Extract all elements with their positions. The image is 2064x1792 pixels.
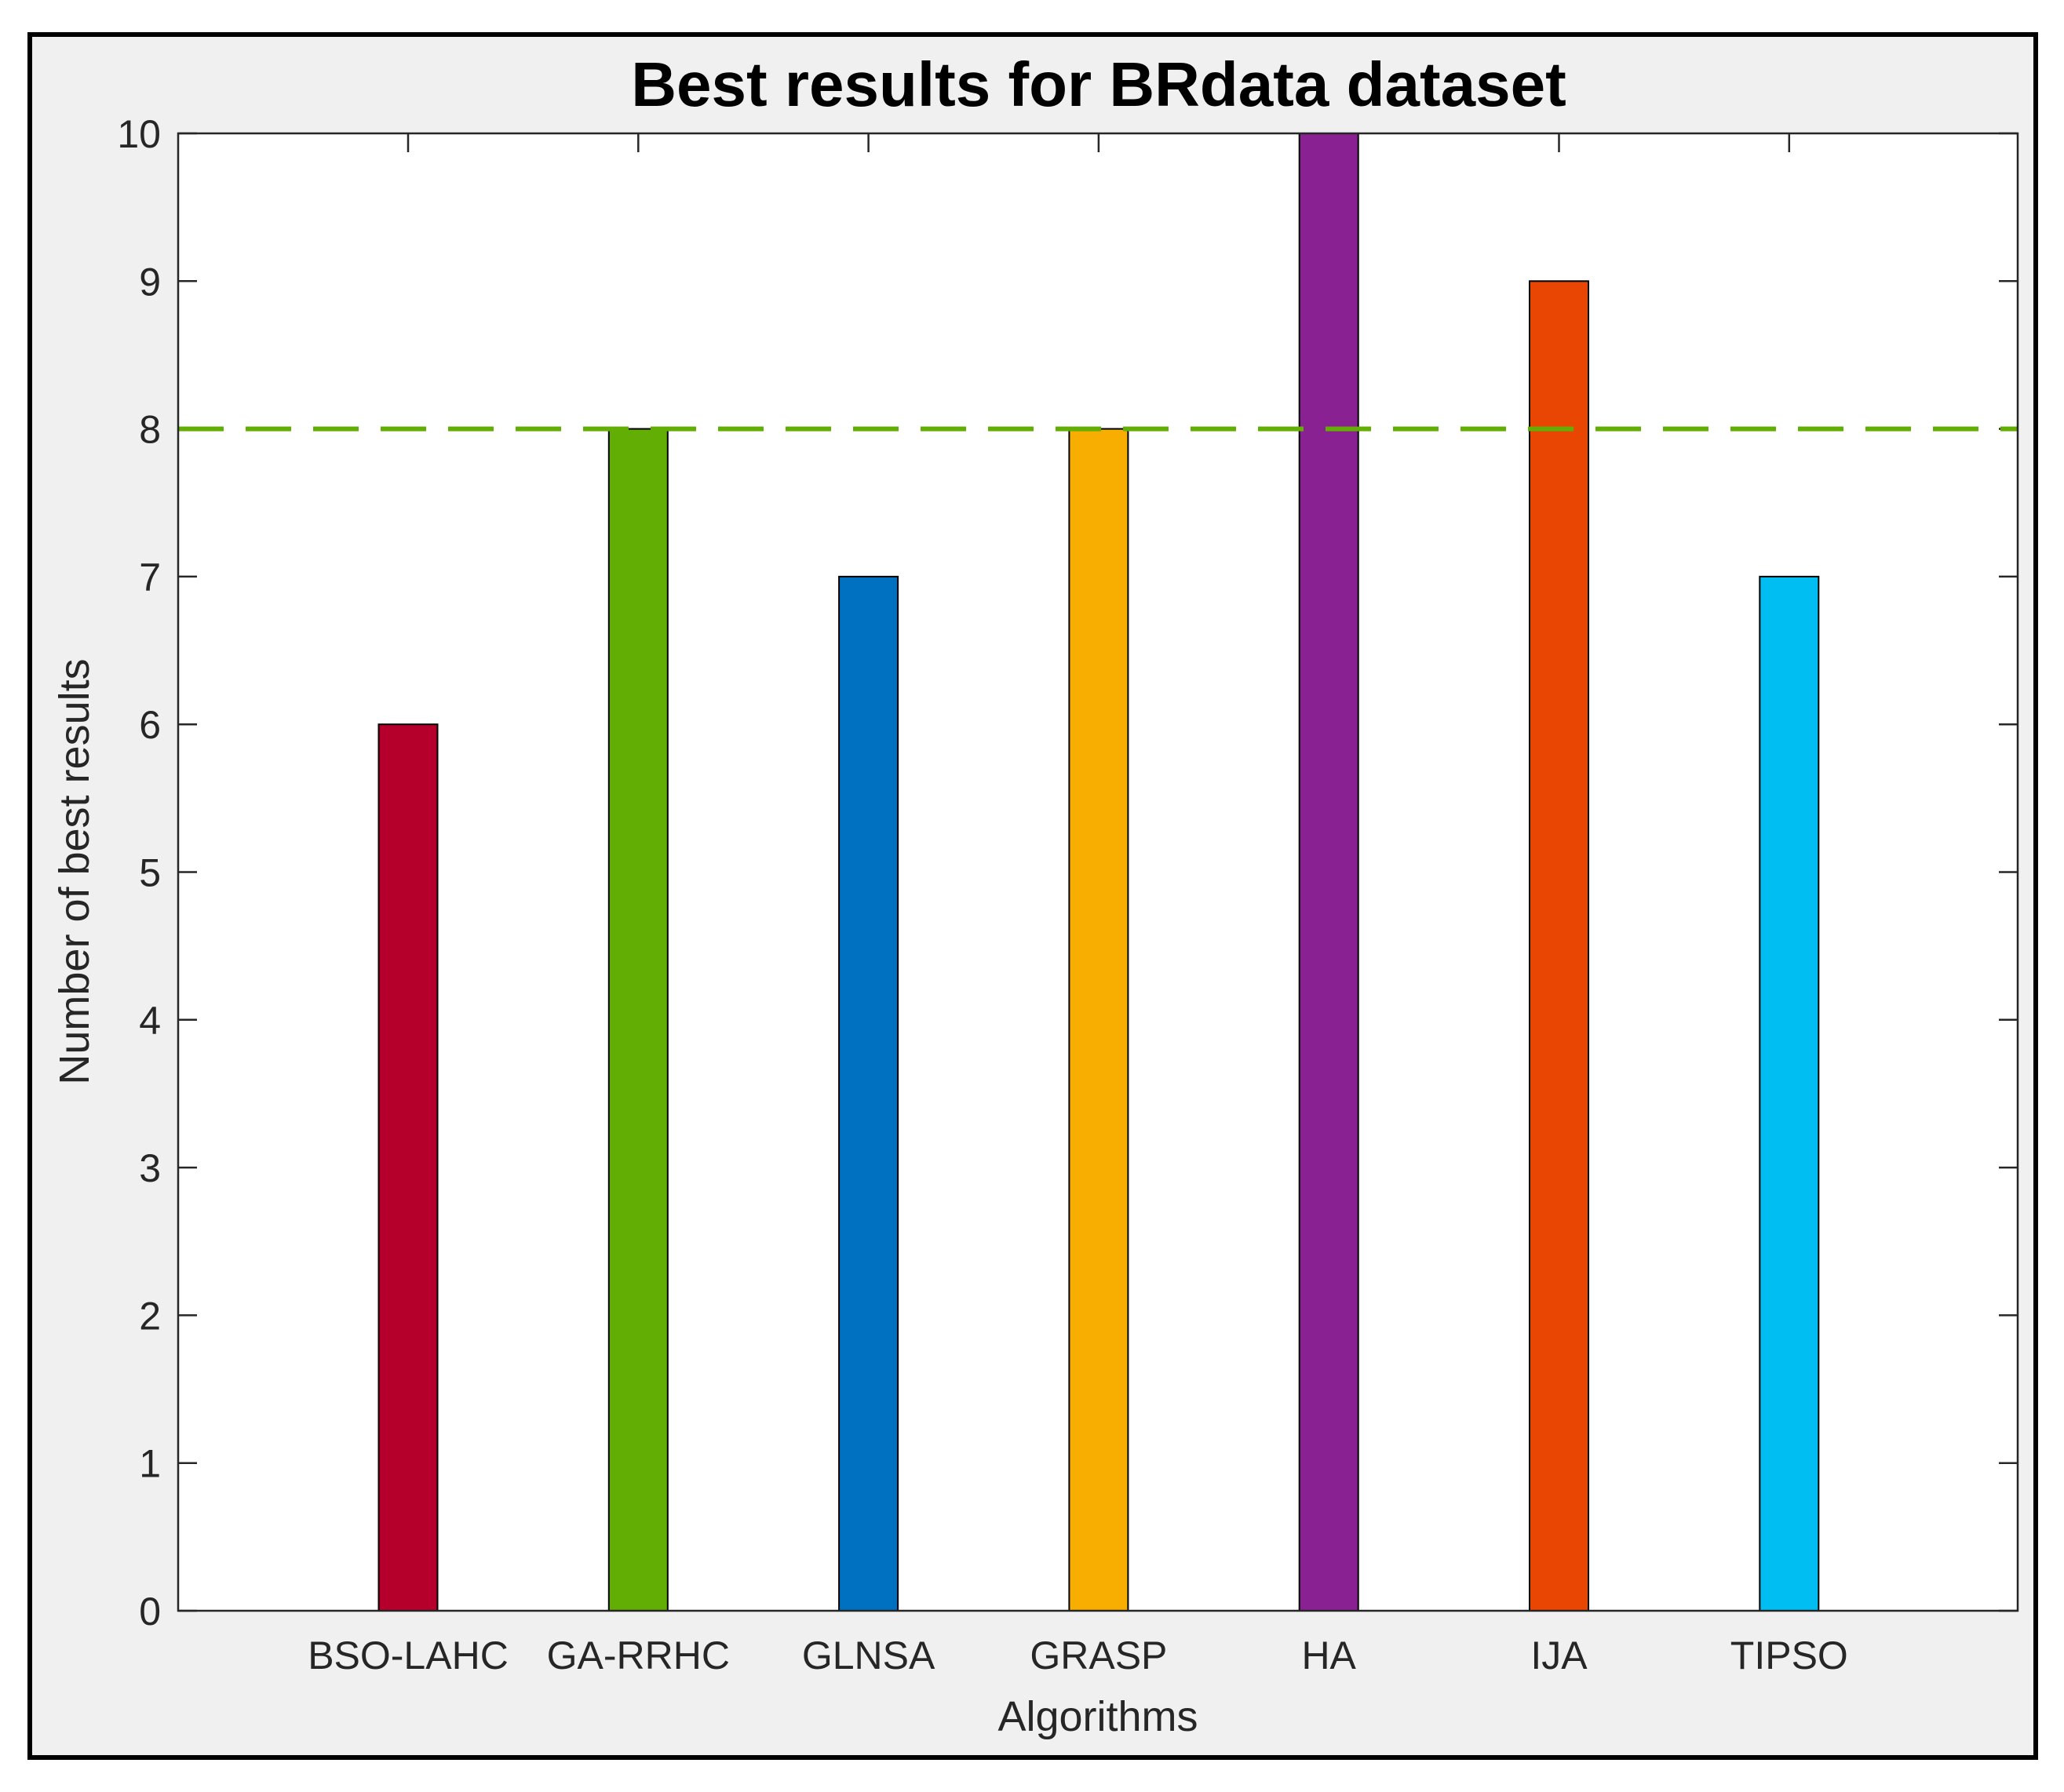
bar-grasp (1068, 428, 1129, 1612)
y-tick-label: 7 (139, 555, 161, 599)
bar-ija (1529, 280, 1589, 1612)
x-tick-label: GLNSA (802, 1634, 935, 1677)
y-tick-label: 1 (139, 1442, 161, 1486)
bar-glnsa (838, 575, 899, 1612)
x-tick-label: GRASP (1030, 1634, 1167, 1677)
bar-tipso (1759, 575, 1820, 1612)
y-tick-label: 3 (139, 1146, 161, 1190)
bar-ha (1298, 133, 1359, 1612)
bar-ga-rrhc (607, 428, 669, 1612)
y-tick-label: 0 (139, 1590, 161, 1634)
x-tick-label: IJA (1530, 1634, 1588, 1677)
y-tick-label: 6 (139, 703, 161, 747)
chart-title: Best results for BRdata dataset (631, 49, 1566, 119)
y-tick-label: 8 (139, 408, 161, 452)
x-tick-label: TIPSO (1730, 1634, 1848, 1677)
y-tick-label: 2 (139, 1294, 161, 1338)
x-tick-label: BSO-LAHC (308, 1634, 509, 1677)
x-tick-label: GA-RRHC (547, 1634, 730, 1677)
y-axis-label: Number of best results (51, 658, 98, 1084)
bar-bso-lahc (377, 723, 439, 1612)
x-axis-label: Algorithms (997, 1693, 1198, 1740)
x-axis-ticks: BSO-LAHC GA-RRHC GLNSA GRASP HA IJA TIPSO (308, 133, 1848, 1677)
y-axis-ticks: 0 1 2 3 4 5 6 7 8 9 10 (117, 112, 2018, 1634)
y-tick-label: 9 (139, 260, 161, 304)
y-tick-label: 10 (117, 112, 161, 156)
y-tick-label: 4 (139, 999, 161, 1043)
plot-border (177, 132, 2019, 1612)
x-tick-label: HA (1301, 1634, 1356, 1677)
y-tick-label: 5 (139, 851, 161, 895)
